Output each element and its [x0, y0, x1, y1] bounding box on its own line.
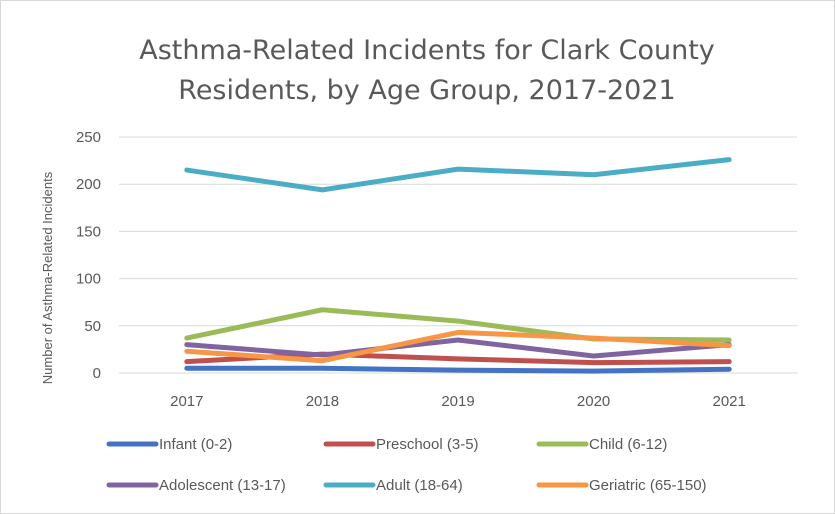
series-line-0 — [184, 365, 732, 374]
series-line-2 — [184, 307, 732, 343]
legend-label: Adolescent (13-17) — [159, 477, 286, 494]
legend-label: Preschool (3-5) — [376, 436, 479, 453]
y-tick-labels: 0 50 100 150 200 250 — [76, 129, 101, 382]
legend: Infant (0-2) Preschool (3-5) Child (6-12) A… — [106, 436, 707, 494]
x-tick-label: 2019 — [441, 393, 474, 410]
series-lines — [184, 157, 732, 374]
y-axis-title: Number of Asthma-Related Incidents — [40, 171, 55, 384]
series-line-4 — [184, 157, 732, 193]
y-tick-label: 50 — [84, 318, 101, 335]
legend-label: Geriatric (65-150) — [589, 477, 707, 494]
x-tick-labels: 2017 2018 2019 2020 2021 — [170, 393, 746, 410]
series-line-5 — [184, 329, 732, 364]
y-tick-label: 150 — [76, 223, 101, 240]
y-tick-label: 100 — [76, 271, 101, 288]
legend-label: Adult (18-64) — [376, 477, 463, 494]
y-tick-label: 250 — [76, 129, 101, 146]
x-tick-label: 2020 — [577, 393, 610, 410]
x-tick-label: 2018 — [306, 393, 339, 410]
chart-title-line-2: Residents, by Age Group, 2017-2021 — [178, 75, 675, 106]
y-tick-label: 200 — [76, 176, 101, 193]
legend-label: Child (6-12) — [589, 436, 667, 453]
x-tick-label: 2021 — [713, 393, 746, 410]
chart-title-line-1: Asthma-Related Incidents for Clark Count… — [139, 35, 715, 66]
legend-label: Infant (0-2) — [159, 436, 232, 453]
x-tick-label: 2017 — [170, 393, 203, 410]
series-line-3 — [184, 337, 732, 359]
gridlines — [119, 136, 797, 374]
y-tick-label: 0 — [93, 365, 101, 382]
